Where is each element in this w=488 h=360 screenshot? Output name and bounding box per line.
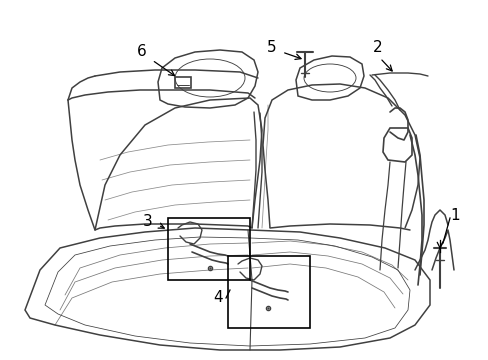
- Text: 6: 6: [137, 45, 146, 59]
- Bar: [227, 256, 309, 328]
- Text: 3: 3: [143, 215, 153, 230]
- Text: 5: 5: [266, 40, 276, 55]
- Text: 2: 2: [372, 40, 382, 55]
- Text: 1: 1: [449, 207, 459, 222]
- Text: 4: 4: [213, 291, 223, 306]
- Bar: [175, 77, 191, 88]
- Bar: [168, 218, 249, 280]
